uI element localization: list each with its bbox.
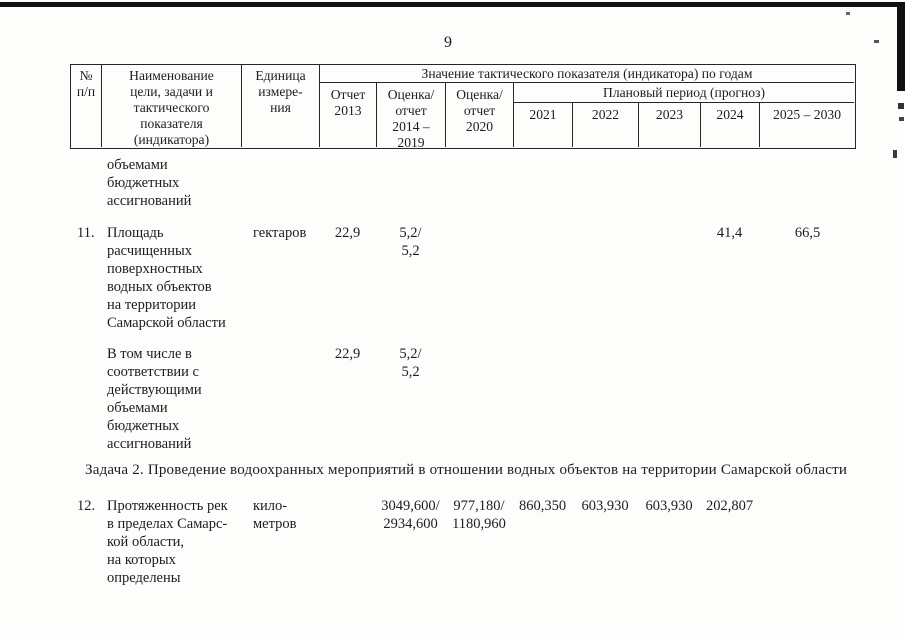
scan-artifact-speck (899, 117, 904, 121)
table-header: № п/п Наименование цели, задачи и тактич… (70, 64, 856, 149)
scan-artifact-right-band (897, 3, 905, 91)
row-name: Протяженность рек в пределах Самарс- кой… (107, 498, 228, 586)
scan-artifact-speck (898, 103, 904, 109)
scan-artifact-speck (846, 12, 850, 15)
page-number: 9 (444, 34, 452, 51)
row-value-2013: 22,9 (334, 346, 361, 362)
row-name: Площадь расчищенных поверхностных водных… (107, 225, 226, 331)
header-cell-year-2024: 2024 (701, 103, 760, 147)
row-name: объемами бюджетных ассигнований (107, 157, 192, 209)
header-cell-year-2025-2030: 2025 – 2030 (773, 107, 841, 122)
row-value-2024: 202,807 (705, 498, 754, 514)
header-cell-value-group: Значение тактического показателя (индика… (320, 65, 854, 83)
row-number: 11. (77, 225, 95, 241)
row-name: В том числе в соответствии с действующим… (107, 346, 202, 452)
header-cell-year-2022: 2022 (573, 103, 639, 147)
header-cell-report-2013: Отчет 2013 (320, 83, 377, 147)
row-unit: кило- метров (253, 498, 297, 532)
header-cell-plan-group: Плановый период (прогноз) (514, 83, 854, 103)
header-cell-year-2021: 2021 (514, 103, 573, 147)
row-value-2024: 41,4 (716, 225, 743, 241)
row-value-2021: 860,350 (518, 498, 567, 514)
header-cell-est-2014-2019: Оценка/ отчет 2014 – 2019 (377, 83, 446, 147)
scan-artifact-speck (874, 40, 879, 43)
row-unit: гектаров (253, 225, 307, 241)
header-cell-year-2023: 2023 (639, 103, 701, 147)
header-cell-num: № п/п (71, 65, 102, 147)
row-value-2023: 603,930 (645, 498, 693, 514)
row-value-2014-2019: 3049,600/ 2934,600 (381, 498, 440, 532)
scan-artifact-speck (893, 150, 897, 158)
row-value-2022: 603,930 (581, 498, 629, 514)
scan-artifact-top-line (0, 2, 905, 7)
task-2-heading: Задача 2. Проведение водоохранных меропр… (85, 462, 848, 478)
row-value-2020: 977,180/ 1180,960 (452, 498, 506, 532)
header-cell-unit: Единица измере- ния (242, 65, 320, 147)
header-cell-est-2020: Оценка/ отчет 2020 (446, 83, 514, 147)
row-value-2025-2030: 66,5 (794, 225, 821, 241)
row-value-2013: 22,9 (334, 225, 361, 241)
row-number: 12. (77, 498, 96, 514)
row-value-2014-2019: 5,2/ 5,2 (399, 225, 422, 259)
row-value-2014-2019: 5,2/ 5,2 (399, 346, 422, 380)
header-cell-name: Наименование цели, задачи и тактического… (102, 65, 242, 147)
